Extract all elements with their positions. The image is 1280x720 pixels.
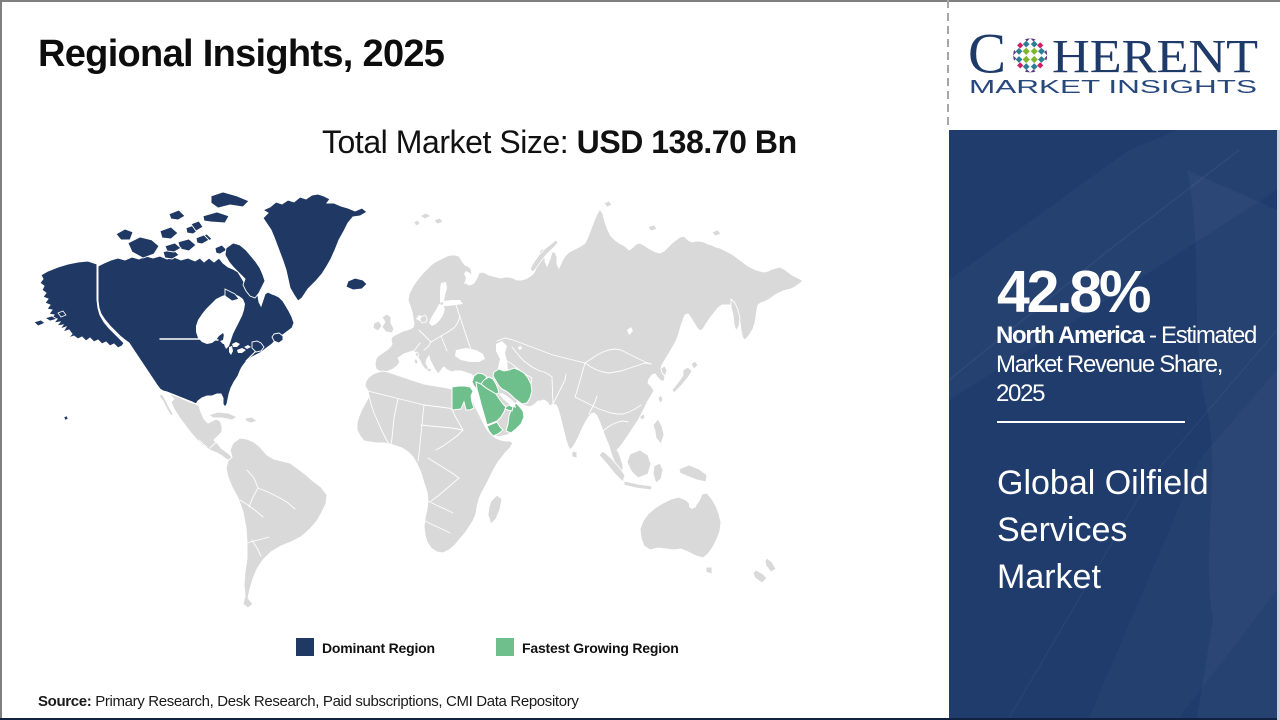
svg-text:MARKET INSIGHTS: MARKET INSIGHTS bbox=[969, 76, 1257, 97]
svg-text:C: C bbox=[968, 25, 1006, 86]
svg-text:HERENT: HERENT bbox=[1052, 31, 1258, 84]
